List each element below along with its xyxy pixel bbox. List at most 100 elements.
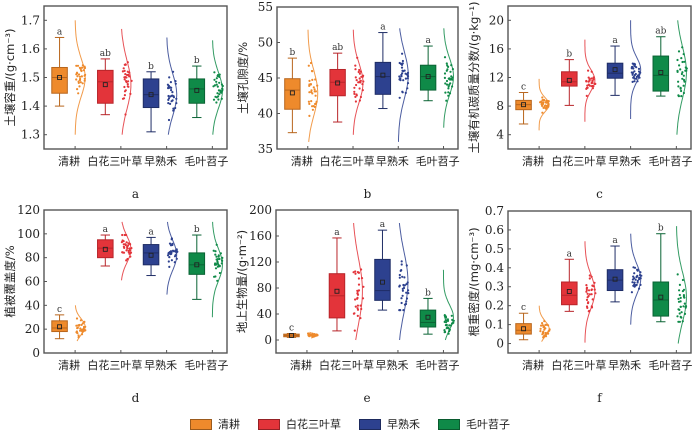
y-tick-label: 35 — [258, 142, 273, 156]
data-point — [360, 75, 363, 78]
data-point — [217, 254, 220, 257]
data-point — [219, 252, 222, 255]
data-point — [681, 46, 684, 49]
panel-letter: b — [364, 187, 372, 201]
data-point — [79, 67, 82, 70]
series-3: ab — [652, 20, 688, 135]
data-point — [444, 319, 447, 322]
data-point — [444, 82, 447, 85]
mean-marker — [289, 90, 295, 96]
data-point — [170, 86, 173, 89]
data-point — [634, 278, 637, 281]
data-point — [220, 91, 223, 94]
data-point — [590, 305, 593, 308]
significance-letter: a — [425, 36, 431, 46]
data-point — [221, 256, 224, 259]
distribution-curve — [121, 28, 132, 135]
significance-letter: c — [57, 305, 62, 315]
data-point — [172, 70, 175, 73]
data-point — [130, 247, 133, 250]
data-point — [399, 79, 402, 82]
data-point — [82, 327, 85, 331]
x-tick-label: 早熟禾 — [144, 358, 177, 372]
y-axis-label: 根重密度/(mg·cm⁻³) — [467, 227, 481, 336]
data-point — [682, 74, 685, 77]
data-point — [586, 292, 589, 295]
data-point — [125, 80, 128, 83]
data-point — [450, 322, 454, 325]
legend-label: 早熟禾 — [387, 418, 420, 431]
data-point — [75, 317, 79, 320]
data-point — [682, 288, 686, 291]
series-0: c — [51, 305, 87, 342]
data-point — [307, 100, 310, 103]
data-point — [81, 322, 84, 325]
data-point — [218, 264, 221, 267]
panel-b: 35 40 45 50 55 土壤孔隙度/% 清耕 白花三叶草 早熟禾 毛叶苕子 b b ab a a — [236, 0, 460, 201]
y-tick-label: 40 — [25, 298, 40, 312]
y-tick-label: 55 — [258, 0, 273, 14]
distribution-curve — [74, 305, 86, 342]
distribution-curve — [353, 222, 363, 341]
y-tick-label: 200 — [249, 203, 272, 217]
data-point — [82, 325, 86, 329]
data-point — [76, 326, 79, 329]
y-tick-label: 50 — [258, 36, 273, 50]
data-point — [448, 92, 452, 95]
data-point — [446, 68, 449, 71]
mean-marker — [658, 294, 664, 300]
series-2: b — [142, 37, 178, 135]
data-point — [681, 278, 685, 282]
data-point — [400, 260, 403, 263]
data-point — [171, 91, 174, 94]
data-point — [681, 60, 684, 64]
data-point — [399, 269, 402, 272]
data-point — [632, 266, 635, 269]
data-point — [631, 278, 635, 281]
mean-marker — [521, 326, 527, 332]
data-point — [311, 78, 314, 81]
data-point — [311, 108, 314, 111]
data-point — [314, 78, 317, 81]
data-point — [587, 69, 590, 72]
data-point — [213, 78, 216, 81]
data-point — [355, 94, 358, 97]
data-point — [127, 251, 130, 254]
data-point — [401, 289, 404, 292]
data-point — [167, 118, 171, 122]
data-point — [355, 79, 358, 82]
data-point — [216, 258, 219, 261]
x-tick-label: 毛叶苕子 — [416, 155, 460, 168]
data-point — [121, 70, 124, 73]
data-point — [212, 98, 216, 101]
significance-letter: b — [658, 224, 664, 234]
data-point — [593, 281, 596, 284]
data-point — [125, 241, 128, 244]
significance-letter: a — [103, 225, 109, 235]
data-point — [636, 281, 639, 284]
data-point — [77, 73, 81, 76]
data-point — [544, 107, 548, 110]
data-point — [84, 73, 87, 76]
box — [51, 320, 68, 333]
data-point — [401, 59, 404, 63]
data-point — [450, 75, 453, 78]
data-point — [126, 245, 129, 249]
distribution-curve — [166, 221, 178, 295]
data-point — [174, 254, 177, 257]
data-point — [591, 298, 594, 301]
data-point — [76, 75, 79, 78]
x-tick-label: 清耕 — [290, 358, 312, 372]
panel-a: 1.3 1.4 1.5 1.6 1.7 土壤容重/(g·cm⁻³) 清耕 白花三叶草 早熟禾 毛叶… — [3, 5, 228, 201]
series-3: b — [188, 221, 224, 318]
data-point — [218, 89, 222, 92]
data-point — [594, 292, 597, 295]
data-point — [80, 323, 83, 326]
data-point — [405, 283, 408, 286]
data-point — [166, 254, 170, 257]
data-point — [314, 90, 317, 93]
data-point — [175, 97, 178, 100]
y-axis-label: 土壤容重/(g·cm⁻³) — [3, 28, 17, 126]
